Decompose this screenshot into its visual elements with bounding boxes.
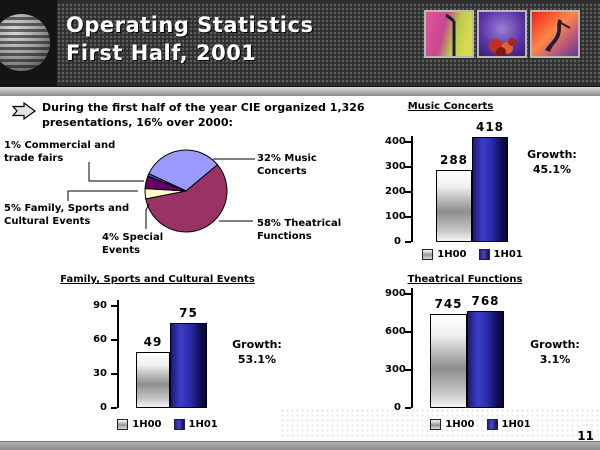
y-axis-tick <box>405 369 411 371</box>
y-axis-tick <box>111 339 117 341</box>
pie-slice-1 <box>145 164 228 233</box>
legend-label-1h00: 1H00 <box>437 249 467 260</box>
bar-value-label: 768 <box>471 294 500 308</box>
growth-annotation: Growth: 53.1% <box>225 337 289 367</box>
bottom-bar <box>0 441 600 450</box>
y-tick-label: 400 <box>385 136 406 147</box>
growth-annotation: Growth: 45.1% <box>520 147 584 177</box>
y-axis-tick <box>405 216 411 218</box>
y-axis-tick <box>405 191 411 193</box>
y-tick-label: 60 <box>93 334 107 345</box>
y-tick-label: 30 <box>93 368 107 379</box>
logo-box <box>0 0 57 86</box>
bar-1h01 <box>467 311 504 408</box>
growth-title: Growth: <box>530 338 580 351</box>
callout-commercial <box>88 162 144 182</box>
callout-family <box>67 190 138 201</box>
chart-legend: 1H00 1H01 <box>423 419 538 430</box>
callout-special <box>145 203 150 229</box>
y-tick-label: 200 <box>385 186 406 197</box>
legend-label-1h01: 1H01 <box>188 419 218 430</box>
globe-logo-icon <box>0 14 50 71</box>
legend-swatch-1h01 <box>478 249 490 260</box>
chart-title: Theatrical Functions <box>407 274 523 285</box>
bar-1h01 <box>472 137 508 242</box>
y-tick-label: 300 <box>385 161 406 172</box>
pie-label-special-events: 4% Special Events <box>102 232 164 256</box>
growth-value: 45.1% <box>532 163 572 176</box>
pie-label-commercial: 1% Commercial and trade fairs <box>4 140 116 164</box>
header-image-microphone <box>424 10 474 58</box>
page-number: 11 <box>577 429 594 443</box>
y-axis-tick <box>405 293 411 295</box>
legend-swatch-1h00 <box>430 419 442 430</box>
bar-value-label: 288 <box>439 153 469 167</box>
chart-title: Music Concerts <box>407 101 494 112</box>
presentations-pie-chart <box>67 149 255 233</box>
y-tick-label: 0 <box>394 236 401 247</box>
legend-label-1h01: 1H01 <box>502 419 531 430</box>
chart-legend: 1H00 1H01 <box>415 249 530 260</box>
y-tick-label: 600 <box>385 326 406 337</box>
growth-annotation: Growth: 3.1% <box>523 337 587 367</box>
y-axis-tick <box>111 373 117 375</box>
bar-value-label: 49 <box>143 335 163 349</box>
y-tick-label: 0 <box>100 402 107 413</box>
growth-value: 53.1% <box>237 353 277 366</box>
y-axis-tick <box>405 166 411 168</box>
chart-title: Family, Sports and Cultural Events <box>60 274 255 285</box>
y-axis-tick <box>111 407 117 409</box>
theatrical-functions-bar-chart: Theatrical Functions Growth: 3.1% 1H00 1… <box>385 273 595 441</box>
legend-label-1h00: 1H00 <box>445 419 474 430</box>
chart-legend: 1H00 1H01 <box>110 419 225 430</box>
pie-label-family-sports: 5% Family, Sports and Cultural Events <box>4 203 130 227</box>
header-divider <box>0 87 600 96</box>
intro-text: During the first half of the year CIE or… <box>42 101 365 129</box>
bar-value-label: 418 <box>475 120 505 134</box>
y-tick-label: 90 <box>93 300 107 311</box>
bar-value-label: 745 <box>434 297 463 311</box>
legend-swatch-1h00 <box>422 249 434 260</box>
growth-value: 3.1% <box>539 353 571 366</box>
y-axis-tick <box>405 331 411 333</box>
y-axis-tick <box>405 141 411 143</box>
legend-swatch-1h00 <box>117 419 129 430</box>
y-axis-tick <box>405 241 411 243</box>
slide-title: Operating Statistics First Half, 2001 <box>66 13 314 65</box>
y-axis-line <box>411 288 413 408</box>
growth-title: Growth: <box>527 148 577 161</box>
y-axis-line <box>411 136 413 242</box>
bar-1h01 <box>170 323 207 408</box>
arrow-bullet-icon <box>11 101 37 124</box>
background-dot-texture <box>280 408 600 440</box>
growth-title: Growth: <box>232 338 282 351</box>
pie-slice-4 <box>147 173 187 192</box>
header-image-dancer <box>530 10 580 58</box>
music-concerts-bar-chart: Music Concerts Growth: 45.1% 1H00 1H01 0… <box>385 100 595 268</box>
family-sports-bar-chart: Family, Sports and Cultural Events Growt… <box>50 273 310 441</box>
pie-slice-0 <box>148 149 219 192</box>
legend-label-1h00: 1H00 <box>132 419 162 430</box>
header-image-flowers <box>477 10 527 58</box>
pie-label-music-concerts: 32% Music Concerts <box>257 153 317 177</box>
y-tick-label: 900 <box>385 288 406 299</box>
legend-swatch-1h01 <box>486 419 498 430</box>
legend-label-1h01: 1H01 <box>493 249 523 260</box>
bar-value-label: 75 <box>179 306 198 320</box>
pie-label-theatrical: 58% Theatrical Functions <box>257 218 342 242</box>
y-axis-tick <box>405 407 411 409</box>
y-tick-label: 100 <box>385 211 406 222</box>
bar-1h00 <box>430 314 467 408</box>
bar-1h00 <box>136 352 170 408</box>
legend-swatch-1h01 <box>173 419 185 430</box>
bar-1h00 <box>436 170 472 242</box>
slide-header: Operating Statistics First Half, 2001 <box>0 0 600 87</box>
y-tick-label: 0 <box>385 402 401 413</box>
y-axis-line <box>117 300 119 408</box>
y-axis-tick <box>111 305 117 307</box>
y-tick-label: 300 <box>385 364 406 375</box>
